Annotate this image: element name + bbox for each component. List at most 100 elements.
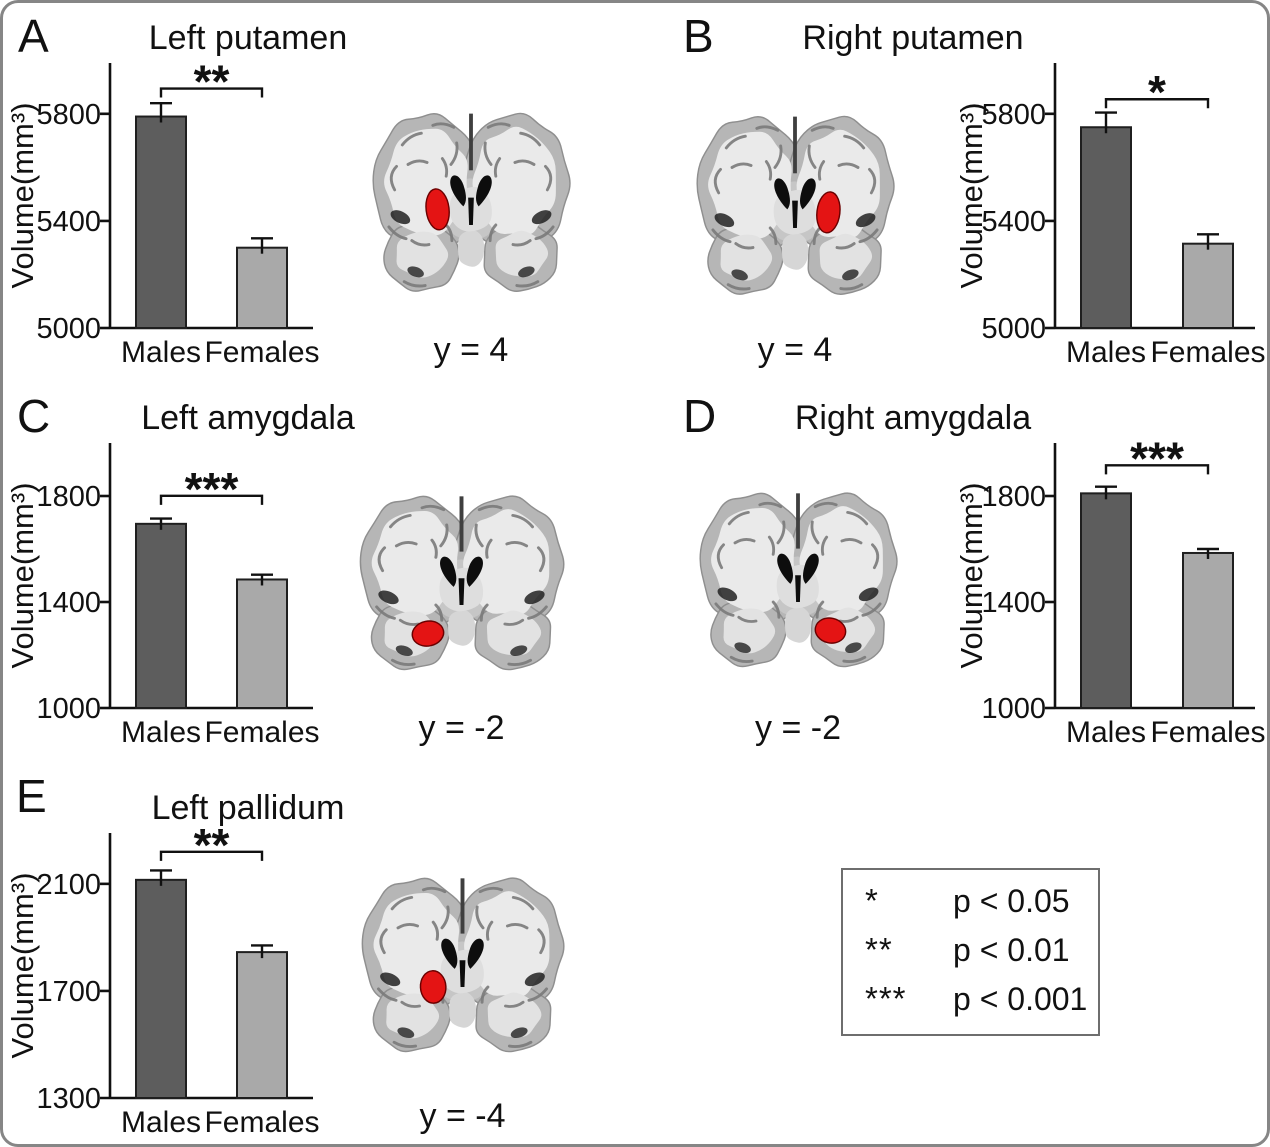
sulcus-line <box>503 618 525 626</box>
white-matter-temporal-right <box>495 230 549 277</box>
sulcus-line <box>734 242 755 250</box>
significance-label: p < 0.001 <box>953 981 1088 1018</box>
y-axis-tick-label: 1400 <box>981 587 1046 619</box>
panel-title-right-amygdala: Right amygdala <box>794 399 1032 437</box>
slice-coordinate-label: y = -2 <box>418 709 505 747</box>
y-axis-tick-label: 1300 <box>36 1083 101 1115</box>
sulcus-line <box>537 928 546 955</box>
panel-letter-c: C <box>17 390 51 442</box>
brain-slice-left-pallidum <box>361 877 565 1053</box>
sulcus-line <box>776 520 786 545</box>
sulcus-line <box>716 543 725 570</box>
sulcus-line <box>486 122 511 129</box>
sulcus-line <box>861 602 882 617</box>
y-axis-title: Volume(mm³) <box>5 872 40 1058</box>
sulcus-line <box>527 987 549 1002</box>
sulcus-line <box>527 605 548 620</box>
significance-symbol: *** <box>865 980 907 1018</box>
bar-males <box>1080 492 1132 709</box>
sulcus-line <box>398 618 420 626</box>
sulcus-line <box>727 510 750 526</box>
sulcus-line <box>396 923 420 930</box>
sulcus-line <box>868 167 877 195</box>
legend-row: *** p < 0.001 <box>843 980 1098 1018</box>
sulcus-line <box>842 655 867 663</box>
significance-stars: ** <box>194 819 230 871</box>
sulcus-line <box>431 920 440 941</box>
significance-symbol: ** <box>865 930 893 968</box>
white-matter-temporal-left <box>720 234 773 281</box>
white-matter-temporal-left <box>386 993 440 1039</box>
slice-coordinate-label: y = 4 <box>433 331 509 369</box>
significance-label: p < 0.05 <box>953 882 1070 919</box>
sulcus-line <box>733 538 756 545</box>
white-matter-temporal-left <box>396 231 449 278</box>
sulcus-line <box>758 501 783 509</box>
sulcus-line <box>420 504 446 512</box>
sulcus-line <box>843 134 866 150</box>
sulcus-line <box>840 538 863 545</box>
bar-females <box>236 951 288 1099</box>
lateral-ventricle-left <box>441 938 458 969</box>
sulcus-line <box>846 510 869 526</box>
bar-males <box>1080 126 1132 329</box>
panel-letter-b: B <box>683 10 714 62</box>
sulcus-line <box>755 125 780 132</box>
sulcus-line <box>714 602 735 617</box>
category-label-females: Females <box>204 1106 319 1139</box>
y-axis-title: Volume(mm³) <box>954 102 989 288</box>
category-label-males: Males <box>121 716 201 749</box>
slice-coordinate-label: y = 4 <box>757 331 833 369</box>
sulcus-line <box>536 546 546 573</box>
sulcus-line <box>379 928 388 955</box>
brain-slice-right-amygdala <box>699 492 898 668</box>
sulcus-line <box>440 905 450 930</box>
lateral-ventricle-right <box>803 553 819 584</box>
significance-stars: *** <box>185 463 239 515</box>
sulcus-line <box>737 615 758 623</box>
sulcus-line <box>713 167 722 195</box>
significance-stars: * <box>1148 66 1166 118</box>
sulcus-line <box>726 283 751 291</box>
sulcus-line <box>483 141 493 166</box>
panel-letter-e: E <box>16 770 47 822</box>
sulcus-line <box>858 228 879 244</box>
sylvian-fissure-left <box>714 213 735 228</box>
bar-males <box>135 115 187 329</box>
sulcus-line <box>440 157 449 178</box>
lateral-ventricle-right <box>800 178 816 210</box>
y-axis-tick-label: 1000 <box>36 693 101 725</box>
sulcus-line <box>534 225 555 241</box>
sulcus-line <box>773 144 783 169</box>
lateral-ventricle-right <box>467 938 484 969</box>
sulcus-line <box>402 280 427 288</box>
panel-letter-d: D <box>683 390 717 442</box>
y-axis-tick-label: 1800 <box>36 481 101 513</box>
brain-stem-stub <box>782 233 809 270</box>
sulcus-line <box>375 605 396 620</box>
temporal-sulcus-left <box>731 269 748 281</box>
sylvian-fissure-left <box>380 972 401 987</box>
sulcus-line <box>439 523 449 548</box>
white-matter-left <box>371 511 459 616</box>
significance-bracket <box>1104 98 1210 109</box>
sylvian-fissure-left <box>378 590 399 605</box>
sulcus-line <box>729 655 754 663</box>
temporal-sulcus-left <box>395 645 413 657</box>
y-axis-tick-label: 5800 <box>981 99 1046 131</box>
bar-females <box>1182 242 1234 330</box>
y-axis-tick-label: 1700 <box>36 976 101 1008</box>
sulcus-line <box>410 239 431 247</box>
sulcus-line <box>493 157 502 178</box>
white-matter-temporal-left <box>723 608 776 654</box>
white-matter-right <box>472 126 556 235</box>
brain-slice-right-putamen <box>696 115 895 295</box>
sulcus-line <box>434 603 444 622</box>
brain-stem-stub <box>785 606 812 643</box>
temporal-sulcus-right <box>845 642 862 654</box>
temporal-sulcus-right <box>510 1027 528 1039</box>
sulcus-line <box>480 985 490 1004</box>
